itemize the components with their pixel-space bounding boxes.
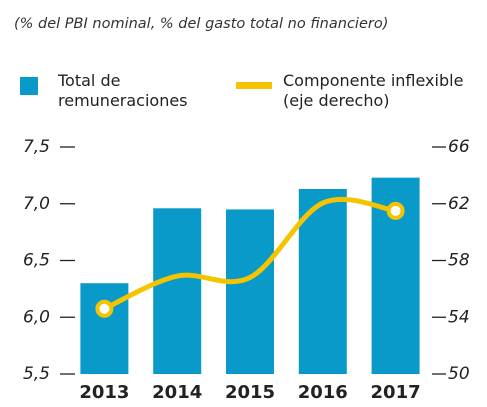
line (103, 196, 397, 312)
x-tick-label: 2014 (152, 382, 202, 403)
y-tick-label: 7,0 (23, 194, 50, 214)
x-tick-label: 2017 (371, 382, 421, 403)
y-tick-label: 5,5 (23, 364, 50, 384)
line-marker (386, 201, 405, 220)
x-tick-label: 2013 (79, 382, 129, 403)
y-tick-label: 6,0 (23, 307, 50, 327)
bar (226, 209, 274, 374)
legend-swatch-line (236, 82, 272, 89)
y2-tick-label: 54 (448, 307, 470, 327)
legend-label: Total de remuneraciones (58, 71, 188, 110)
x-tick-label: 2016 (298, 382, 348, 403)
bar (153, 208, 202, 374)
y-tick-label: 7,5 (23, 137, 50, 157)
y-tick-label: 6,5 (23, 251, 50, 271)
line-marker (95, 299, 114, 318)
legend-swatch-bar (20, 77, 38, 95)
x-tick-label: 2015 (225, 382, 275, 403)
y2-tick-label: 62 (448, 194, 470, 214)
y2-tick-label: 58 (448, 251, 470, 271)
bar (298, 188, 347, 374)
legend-label: Componente inflexible (eje derecho) (283, 71, 464, 110)
y2-tick-label: 50 (448, 364, 470, 384)
bar (80, 283, 129, 374)
subtitle: (% del PBI nominal, % del gasto total no… (14, 16, 389, 32)
y2-tick-label: 66 (448, 137, 470, 157)
